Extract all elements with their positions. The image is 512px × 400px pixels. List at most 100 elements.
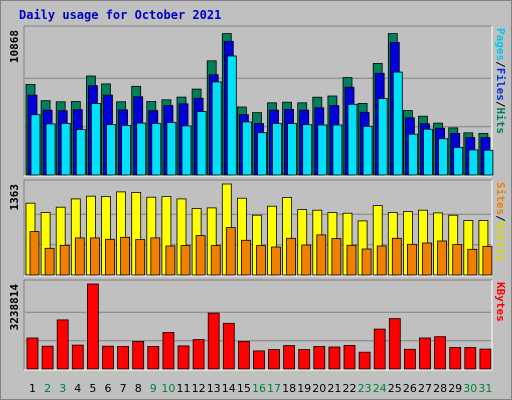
bar-pages-day-2 xyxy=(45,123,56,176)
bar-kbytes-day-30 xyxy=(464,347,477,370)
bar-kbytes-day-7 xyxy=(117,345,129,370)
x-tick-label: 12 xyxy=(192,382,206,395)
bar-kbytes-day-13 xyxy=(207,312,220,370)
x-tick-label: 20 xyxy=(312,382,326,395)
x-tick-label: 4 xyxy=(74,382,81,395)
panel-visits-sites: 1363 Sites/Visits xyxy=(8,179,507,277)
bar-pages-day-17 xyxy=(272,123,282,176)
bar-pages-day-25 xyxy=(392,71,403,176)
x-tick-label: 8 xyxy=(135,382,142,395)
bar-sites-day-2 xyxy=(44,247,55,276)
bar-sites-day-14 xyxy=(225,227,236,276)
x-tick-label: 5 xyxy=(89,382,96,395)
bar-pages-day-15 xyxy=(241,121,252,176)
x-tick-label: 11 xyxy=(177,382,191,395)
x-tick-label: 7 xyxy=(120,382,127,395)
legend-hits-files-pages: Pages/Files/Hits xyxy=(494,28,507,134)
bar-sites-day-21 xyxy=(331,238,342,276)
bar-sites-day-26 xyxy=(406,243,417,276)
bar-pages-day-22 xyxy=(347,103,358,176)
x-tick-label: 19 xyxy=(297,382,311,395)
bar-kbytes-day-18 xyxy=(283,345,296,370)
x-tick-label: 21 xyxy=(327,382,341,395)
x-tick-label: 22 xyxy=(343,382,357,395)
x-tick-label: 17 xyxy=(267,382,281,395)
legend-entry: Files xyxy=(494,68,507,101)
bar-pages-day-4 xyxy=(75,129,86,176)
bar-kbytes-day-1 xyxy=(26,337,39,370)
bar-sites-day-11 xyxy=(180,245,191,276)
x-tick-label: 16 xyxy=(252,382,266,395)
x-tick-label: 9 xyxy=(150,382,157,395)
x-tick-label: 28 xyxy=(433,382,447,395)
bar-sites-day-1 xyxy=(29,231,40,276)
bar-pages-day-28 xyxy=(438,138,449,176)
bar-kbytes-day-10 xyxy=(162,332,175,370)
bar-kbytes-day-12 xyxy=(192,339,205,370)
legend-entry: / xyxy=(494,61,507,68)
x-tick-label: 15 xyxy=(237,382,251,395)
bar-sites-day-10 xyxy=(165,245,176,276)
bar-pages-day-18 xyxy=(287,123,298,176)
bar-sites-day-20 xyxy=(316,234,327,276)
bar-kbytes-day-2 xyxy=(41,345,54,370)
bar-pages-day-30 xyxy=(468,149,479,176)
bar-sites-day-27 xyxy=(422,242,432,276)
bar-pages-day-3 xyxy=(60,123,71,176)
x-tick-label: 6 xyxy=(105,382,112,395)
x-tick-label: 24 xyxy=(373,382,387,395)
legend-entry: KBytes xyxy=(494,282,507,322)
bar-pages-day-5 xyxy=(91,103,101,176)
bar-kbytes-day-20 xyxy=(313,345,326,370)
bar-pages-day-23 xyxy=(362,125,373,176)
legend-entry: / xyxy=(494,215,507,222)
bar-sites-day-22 xyxy=(346,244,357,276)
bar-sites-day-4 xyxy=(74,237,85,276)
bar-sites-day-16 xyxy=(256,245,266,276)
x-tick-label: 23 xyxy=(358,382,372,395)
bar-sites-day-8 xyxy=(135,239,146,276)
bar-kbytes-day-16 xyxy=(253,350,265,370)
legend-entry: Visits xyxy=(494,222,507,262)
bar-sites-day-15 xyxy=(240,239,251,276)
chart-title: Daily usage for October 2021 xyxy=(19,8,222,22)
legend-visits-sites: Sites/Visits xyxy=(494,182,507,262)
x-tick-label: 10 xyxy=(161,382,175,395)
x-tick-label: 2 xyxy=(44,382,51,395)
bar-kbytes-day-29 xyxy=(449,347,462,370)
x-tick-label: 14 xyxy=(222,382,236,395)
bar-pages-day-7 xyxy=(121,125,131,176)
bar-kbytes-day-9 xyxy=(147,345,160,370)
bar-sites-day-7 xyxy=(120,236,130,276)
bar-kbytes-day-6 xyxy=(102,345,114,370)
x-tick-label: 26 xyxy=(403,382,417,395)
bar-pages-day-24 xyxy=(377,98,388,176)
bar-kbytes-day-11 xyxy=(177,345,190,370)
bar-kbytes-day-28 xyxy=(434,336,447,370)
bar-pages-day-16 xyxy=(257,132,267,176)
bar-kbytes-day-17 xyxy=(268,349,280,370)
bar-sites-day-19 xyxy=(301,244,312,276)
bar-kbytes-day-8 xyxy=(132,340,145,370)
bar-kbytes-day-15 xyxy=(237,340,250,370)
x-tick-label: 3 xyxy=(59,382,66,395)
bar-sites-day-9 xyxy=(150,237,161,276)
bar-kbytes-day-27 xyxy=(419,337,431,370)
bar-sites-day-5 xyxy=(90,237,100,276)
legend-entry: Hits xyxy=(494,108,507,135)
bar-kbytes-day-31 xyxy=(479,348,492,370)
bar-sites-day-29 xyxy=(452,244,463,276)
bar-kbytes-day-4 xyxy=(71,344,84,370)
bar-pages-day-13 xyxy=(211,81,222,176)
bar-sites-day-12 xyxy=(195,235,206,276)
bar-pages-day-19 xyxy=(302,124,313,176)
panel-hits-files-pages: 10868 Pages/Files/Hits xyxy=(8,25,507,177)
bar-sites-day-13 xyxy=(210,245,221,276)
bar-sites-day-18 xyxy=(286,237,297,276)
y-max-label: 10868 xyxy=(8,30,21,63)
legend-entry: Sites xyxy=(494,182,507,215)
legend-kbytes: KBytes xyxy=(494,282,507,322)
bar-pages-day-27 xyxy=(423,128,433,176)
bar-kbytes-day-22 xyxy=(343,344,356,370)
